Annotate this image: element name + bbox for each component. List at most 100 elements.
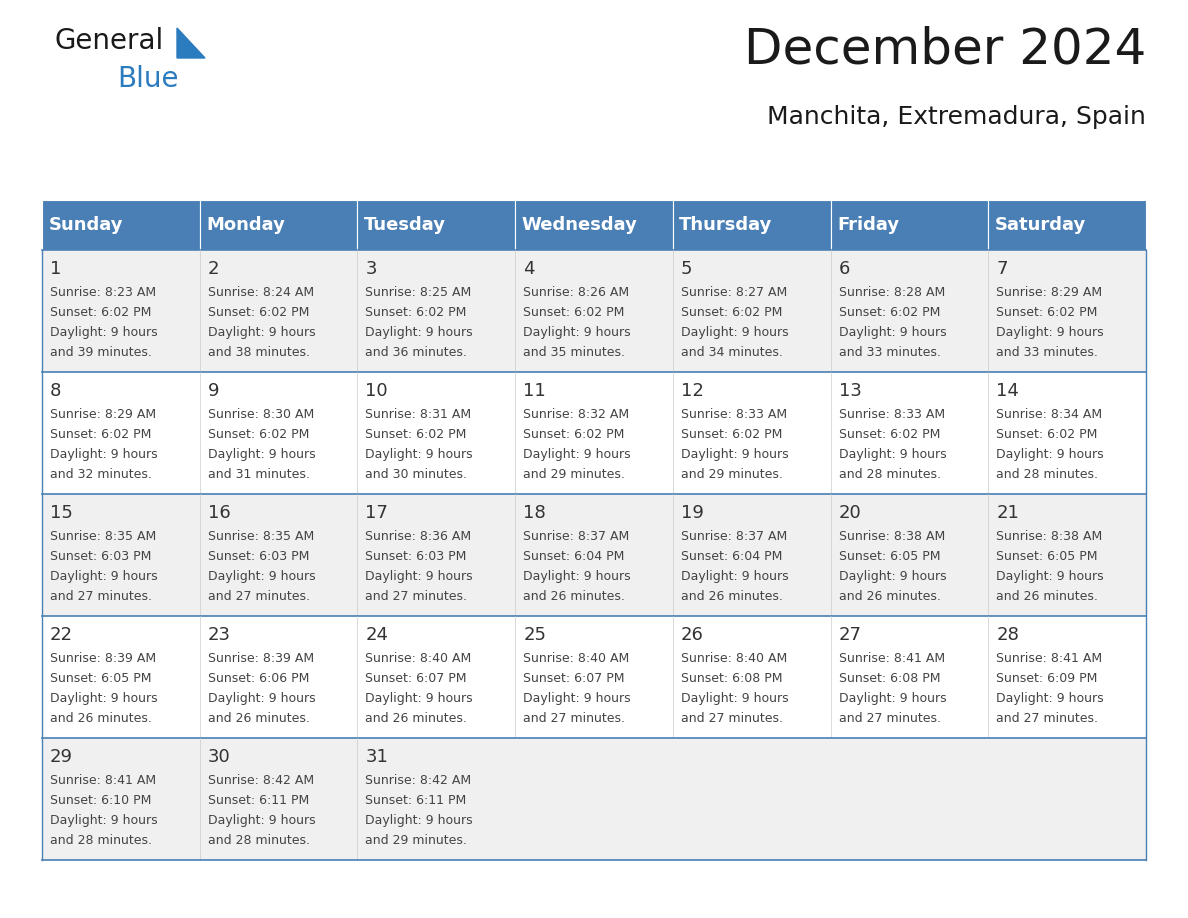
Text: Daylight: 9 hours: Daylight: 9 hours — [839, 570, 946, 583]
Text: and 33 minutes.: and 33 minutes. — [997, 346, 1098, 359]
Text: and 29 minutes.: and 29 minutes. — [523, 468, 625, 481]
Text: Sunrise: 8:40 AM: Sunrise: 8:40 AM — [681, 652, 788, 665]
Text: Sunrise: 8:39 AM: Sunrise: 8:39 AM — [208, 652, 314, 665]
Text: Sunrise: 8:26 AM: Sunrise: 8:26 AM — [523, 286, 630, 299]
Text: Daylight: 9 hours: Daylight: 9 hours — [997, 570, 1104, 583]
Text: and 31 minutes.: and 31 minutes. — [208, 468, 310, 481]
Text: Sunset: 6:02 PM: Sunset: 6:02 PM — [366, 428, 467, 441]
Text: and 27 minutes.: and 27 minutes. — [997, 712, 1098, 725]
Text: December 2024: December 2024 — [744, 25, 1146, 73]
Text: and 26 minutes.: and 26 minutes. — [208, 712, 310, 725]
Text: Sunset: 6:05 PM: Sunset: 6:05 PM — [839, 550, 940, 563]
Text: Sunrise: 8:37 AM: Sunrise: 8:37 AM — [523, 530, 630, 543]
Text: Sunset: 6:02 PM: Sunset: 6:02 PM — [208, 428, 309, 441]
Text: Sunset: 6:02 PM: Sunset: 6:02 PM — [681, 428, 782, 441]
Text: Sunrise: 8:30 AM: Sunrise: 8:30 AM — [208, 408, 314, 421]
Text: Sunset: 6:02 PM: Sunset: 6:02 PM — [523, 306, 625, 319]
Text: Sunset: 6:02 PM: Sunset: 6:02 PM — [997, 306, 1098, 319]
Text: Sunset: 6:02 PM: Sunset: 6:02 PM — [523, 428, 625, 441]
Text: 1: 1 — [50, 260, 62, 278]
Text: 7: 7 — [997, 260, 1007, 278]
Text: 10: 10 — [366, 382, 388, 400]
Text: 20: 20 — [839, 504, 861, 522]
Text: Sunrise: 8:32 AM: Sunrise: 8:32 AM — [523, 408, 630, 421]
Text: Wednesday: Wednesday — [522, 216, 637, 234]
Text: 6: 6 — [839, 260, 849, 278]
Bar — [42, 616, 1146, 738]
Text: and 26 minutes.: and 26 minutes. — [997, 590, 1098, 603]
Text: Sunset: 6:03 PM: Sunset: 6:03 PM — [50, 550, 151, 563]
Text: and 28 minutes.: and 28 minutes. — [208, 834, 310, 847]
Text: Sunset: 6:03 PM: Sunset: 6:03 PM — [208, 550, 309, 563]
Text: and 26 minutes.: and 26 minutes. — [839, 590, 941, 603]
Text: and 26 minutes.: and 26 minutes. — [50, 712, 152, 725]
Text: and 34 minutes.: and 34 minutes. — [681, 346, 783, 359]
Text: Daylight: 9 hours: Daylight: 9 hours — [997, 326, 1104, 339]
Text: 16: 16 — [208, 504, 230, 522]
Text: 25: 25 — [523, 626, 546, 644]
Text: Sunrise: 8:31 AM: Sunrise: 8:31 AM — [366, 408, 472, 421]
Text: 2: 2 — [208, 260, 220, 278]
Bar — [516, 200, 672, 250]
Text: and 28 minutes.: and 28 minutes. — [839, 468, 941, 481]
Text: Sunrise: 8:35 AM: Sunrise: 8:35 AM — [50, 530, 157, 543]
Text: Sunset: 6:08 PM: Sunset: 6:08 PM — [681, 672, 783, 685]
Bar — [200, 200, 358, 250]
Text: and 35 minutes.: and 35 minutes. — [523, 346, 625, 359]
Text: 28: 28 — [997, 626, 1019, 644]
Text: 11: 11 — [523, 382, 546, 400]
Text: Sunset: 6:02 PM: Sunset: 6:02 PM — [208, 306, 309, 319]
Text: Daylight: 9 hours: Daylight: 9 hours — [366, 570, 473, 583]
Text: Sunset: 6:03 PM: Sunset: 6:03 PM — [366, 550, 467, 563]
Polygon shape — [177, 28, 206, 58]
Text: Sunrise: 8:25 AM: Sunrise: 8:25 AM — [366, 286, 472, 299]
Text: Sunset: 6:10 PM: Sunset: 6:10 PM — [50, 794, 151, 807]
Text: Daylight: 9 hours: Daylight: 9 hours — [997, 448, 1104, 461]
Text: Sunrise: 8:27 AM: Sunrise: 8:27 AM — [681, 286, 788, 299]
Bar — [988, 200, 1146, 250]
Text: Sunset: 6:07 PM: Sunset: 6:07 PM — [366, 672, 467, 685]
Text: Saturday: Saturday — [994, 216, 1086, 234]
Text: and 38 minutes.: and 38 minutes. — [208, 346, 310, 359]
Text: Sunrise: 8:33 AM: Sunrise: 8:33 AM — [681, 408, 786, 421]
Text: and 26 minutes.: and 26 minutes. — [681, 590, 783, 603]
Text: Sunday: Sunday — [49, 216, 122, 234]
Bar — [42, 738, 1146, 860]
Text: Blue: Blue — [116, 65, 178, 93]
Text: and 30 minutes.: and 30 minutes. — [366, 468, 467, 481]
Text: Daylight: 9 hours: Daylight: 9 hours — [208, 814, 315, 827]
Text: 18: 18 — [523, 504, 546, 522]
Text: 21: 21 — [997, 504, 1019, 522]
Text: and 36 minutes.: and 36 minutes. — [366, 346, 467, 359]
Text: Sunrise: 8:42 AM: Sunrise: 8:42 AM — [366, 774, 472, 787]
Text: General: General — [55, 27, 164, 55]
Bar — [42, 200, 200, 250]
Text: 5: 5 — [681, 260, 693, 278]
Text: Sunset: 6:09 PM: Sunset: 6:09 PM — [997, 672, 1098, 685]
Text: and 27 minutes.: and 27 minutes. — [366, 590, 467, 603]
Bar — [42, 494, 1146, 616]
Text: and 27 minutes.: and 27 minutes. — [523, 712, 625, 725]
Text: Sunset: 6:02 PM: Sunset: 6:02 PM — [839, 428, 940, 441]
Text: Daylight: 9 hours: Daylight: 9 hours — [523, 570, 631, 583]
Text: 4: 4 — [523, 260, 535, 278]
Text: and 28 minutes.: and 28 minutes. — [997, 468, 1098, 481]
Text: Sunset: 6:02 PM: Sunset: 6:02 PM — [681, 306, 782, 319]
Text: and 39 minutes.: and 39 minutes. — [50, 346, 152, 359]
Text: Sunrise: 8:28 AM: Sunrise: 8:28 AM — [839, 286, 944, 299]
Text: Daylight: 9 hours: Daylight: 9 hours — [997, 692, 1104, 705]
Text: Daylight: 9 hours: Daylight: 9 hours — [839, 326, 946, 339]
Text: 27: 27 — [839, 626, 861, 644]
Text: Sunset: 6:02 PM: Sunset: 6:02 PM — [366, 306, 467, 319]
Text: Sunrise: 8:40 AM: Sunrise: 8:40 AM — [366, 652, 472, 665]
Text: Daylight: 9 hours: Daylight: 9 hours — [366, 448, 473, 461]
Text: Daylight: 9 hours: Daylight: 9 hours — [681, 570, 789, 583]
Text: and 32 minutes.: and 32 minutes. — [50, 468, 152, 481]
Text: Thursday: Thursday — [680, 216, 772, 234]
Text: 3: 3 — [366, 260, 377, 278]
Text: Sunset: 6:02 PM: Sunset: 6:02 PM — [50, 306, 151, 319]
Text: Sunrise: 8:40 AM: Sunrise: 8:40 AM — [523, 652, 630, 665]
Bar — [42, 372, 1146, 494]
Text: Sunset: 6:11 PM: Sunset: 6:11 PM — [366, 794, 467, 807]
Text: Sunrise: 8:42 AM: Sunrise: 8:42 AM — [208, 774, 314, 787]
